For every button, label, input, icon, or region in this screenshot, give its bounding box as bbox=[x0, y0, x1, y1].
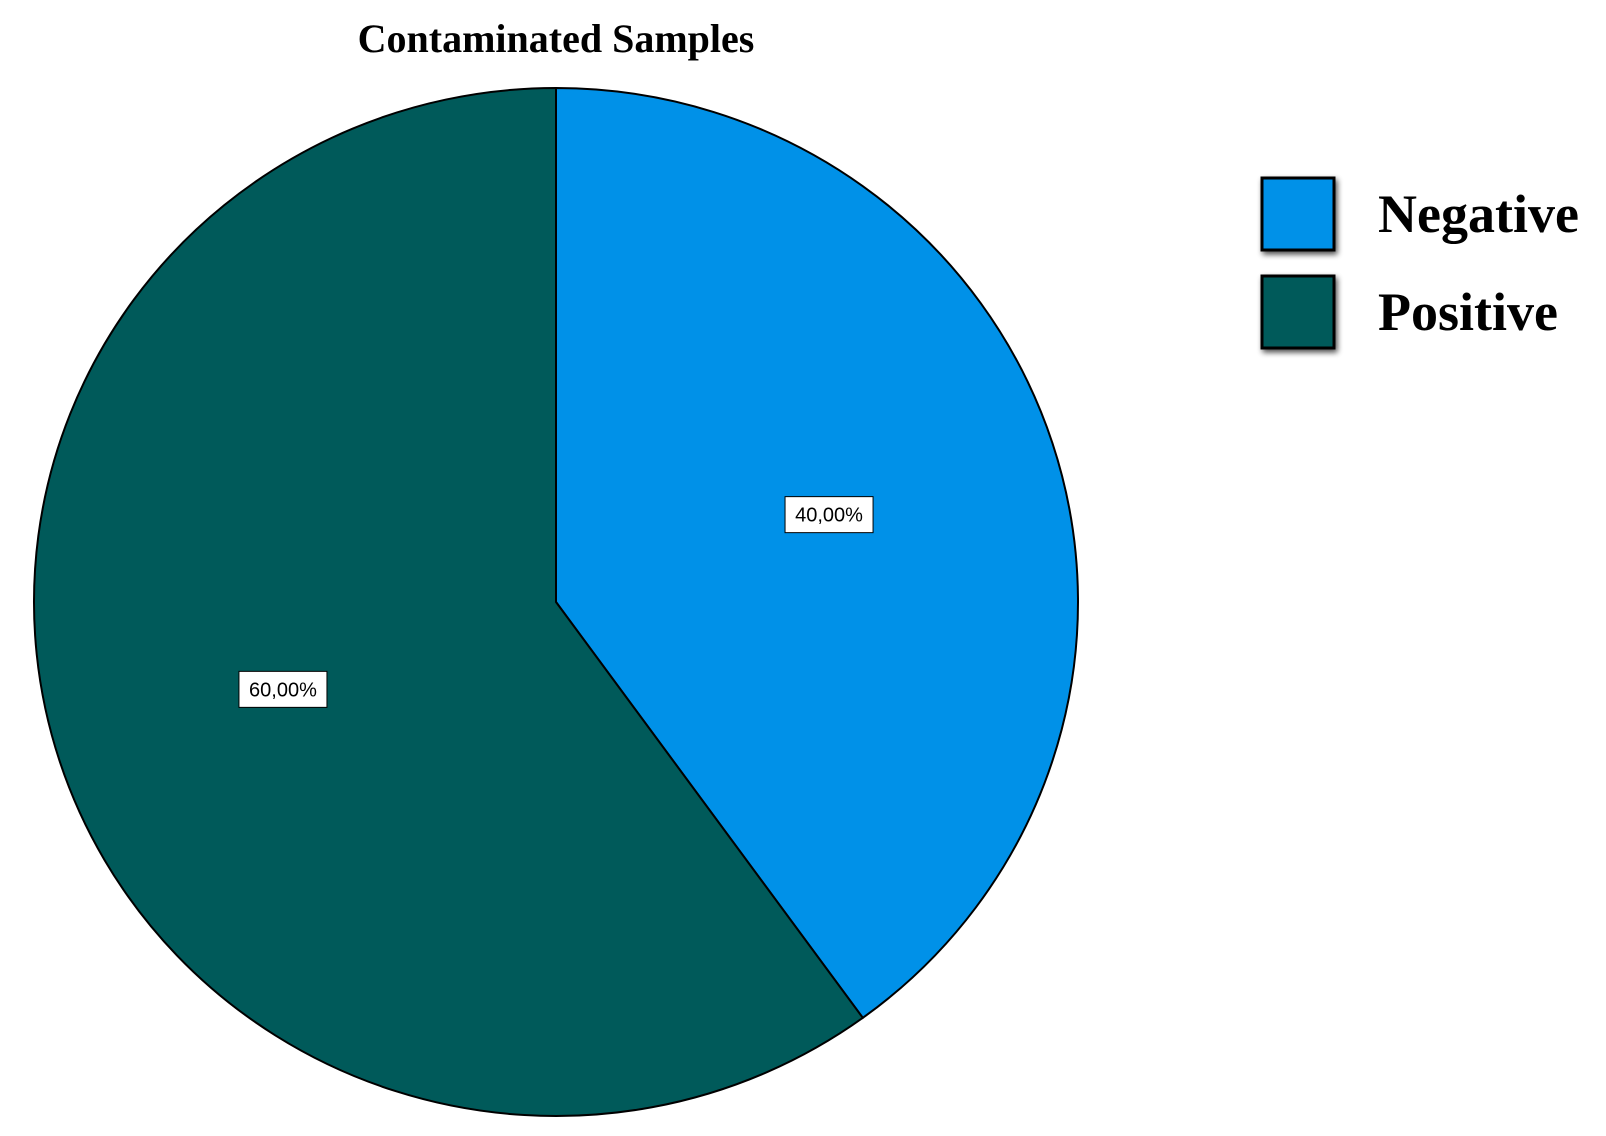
data-label-text: 60,00% bbox=[249, 679, 317, 701]
data-label-positive: 60,00% bbox=[238, 670, 328, 708]
chart-legend: Negative Positive bbox=[1260, 176, 1579, 350]
data-label-negative: 40,00% bbox=[784, 496, 874, 534]
legend-item-negative: Negative bbox=[1260, 176, 1579, 252]
pie-slice-positive bbox=[33, 86, 865, 1117]
chart-title: Contaminated Samples bbox=[358, 16, 755, 61]
legend-swatch bbox=[1260, 274, 1336, 350]
pie-data-labels: 40,00% 60,00% bbox=[238, 496, 874, 708]
legend-label: Negative bbox=[1378, 184, 1579, 244]
data-label-text: 40,00% bbox=[795, 505, 863, 527]
pie-slice-negative bbox=[555, 86, 1079, 1020]
legend-swatch bbox=[1260, 176, 1336, 252]
data-label-box bbox=[238, 670, 328, 708]
data-label-box bbox=[784, 496, 874, 534]
legend-item-positive: Positive bbox=[1260, 274, 1558, 350]
pie-slices bbox=[33, 86, 1079, 1117]
legend-label: Positive bbox=[1378, 282, 1558, 342]
